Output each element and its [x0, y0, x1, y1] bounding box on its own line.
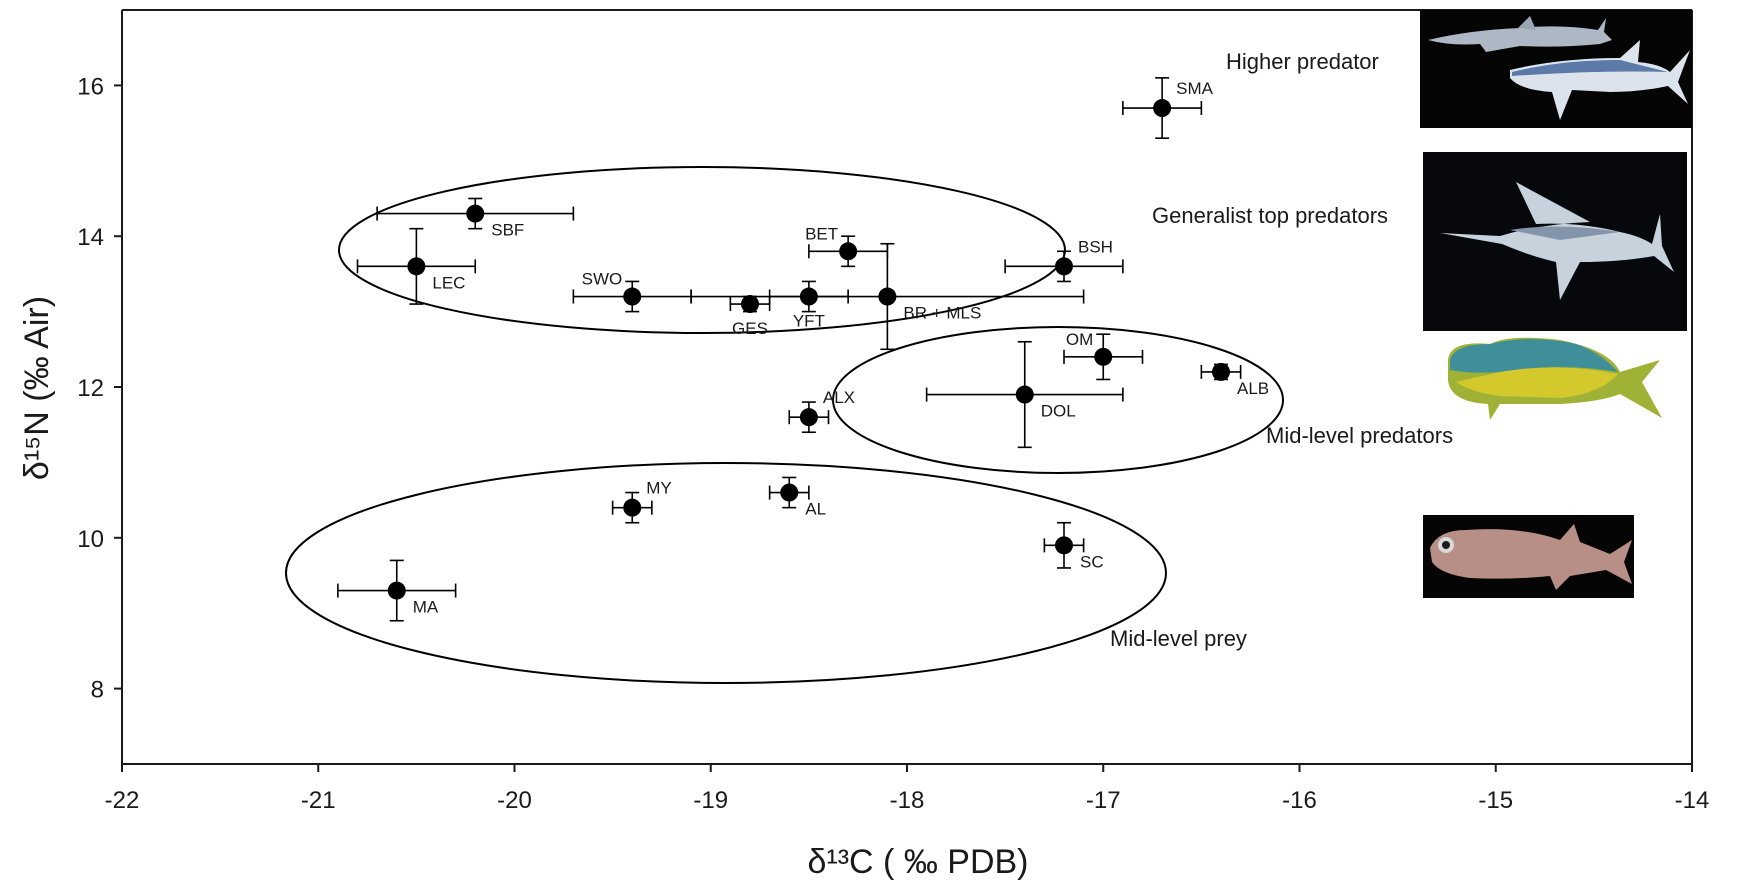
data-point-dol: DOL: [925, 340, 1124, 449]
data-point-alb: ALB: [1200, 362, 1269, 398]
ellipse-mid-level-predators: [832, 326, 1284, 474]
data-point-alx: ALX: [788, 388, 855, 434]
point-label: MY: [646, 479, 672, 498]
x-tick-label: -21: [301, 787, 336, 814]
y-tick-label: 8: [91, 677, 104, 704]
point-label: YFT: [793, 312, 825, 331]
marker: [1212, 362, 1230, 381]
point-label: SWO: [582, 270, 623, 289]
marker: [799, 408, 818, 427]
marker: [1094, 347, 1113, 366]
marker: [1055, 536, 1073, 555]
point-label: LEC: [432, 273, 465, 292]
data-point-ma: MA: [337, 559, 457, 622]
y-axis-title: δ¹⁵N (‰ Air): [18, 296, 56, 480]
marker: [1015, 385, 1034, 404]
data-point-lec: LEC: [356, 227, 477, 305]
point-label: ALX: [823, 388, 855, 407]
x-axis-title: δ¹³C ( ‰ PDB): [807, 843, 1028, 881]
x-ticks: -22 -21 -20 -19 -18 -17 -16 -15 -14: [105, 764, 1710, 814]
x-tick-label: -14: [1675, 787, 1710, 814]
data-point-br-mls: BR + MLS: [690, 242, 1085, 351]
x-tick-label: -15: [1478, 787, 1513, 814]
group-label-mid-level-prey: Mid-level prey: [1110, 626, 1247, 651]
data-point-sma: SMA: [1122, 77, 1214, 139]
data-point-my: MY: [611, 479, 672, 524]
y-tick-label: 16: [77, 73, 104, 100]
lanternfish-image: [1423, 515, 1634, 598]
marker: [623, 287, 642, 306]
marker: [1055, 257, 1073, 276]
point-label: BR + MLS: [903, 304, 981, 323]
point-label: MA: [413, 598, 439, 617]
point-label: GES: [732, 319, 768, 338]
marker: [1153, 99, 1172, 118]
x-tick-label: -18: [890, 787, 925, 814]
y-ticks: 8 10 12 14 16: [77, 73, 122, 704]
data-point-bet: BET: [805, 224, 889, 268]
group-label-higher-predator: Higher predator: [1226, 49, 1379, 74]
point-label: SMA: [1176, 79, 1214, 98]
data-point-al: AL: [768, 476, 826, 519]
marker: [466, 204, 485, 223]
point-label: DOL: [1041, 402, 1076, 421]
data-point-swo: SWO: [572, 270, 692, 313]
data-point-yft: YFT: [768, 280, 849, 331]
data-point-bsh: BSH: [1004, 237, 1124, 283]
data-points: SMA SBF LEC BET BSH SWO GES YFT BR + MLS OM ALB DOL…: [337, 77, 1269, 622]
point-label: OM: [1066, 330, 1093, 349]
x-tick-label: -16: [1282, 787, 1317, 814]
group-label-generalist-top-predators: Generalist top predators: [1152, 203, 1388, 228]
y-tick-label: 14: [77, 224, 104, 251]
x-tick-label: -19: [693, 787, 728, 814]
data-point-om: OM: [1063, 330, 1144, 381]
marker: [407, 257, 426, 276]
x-tick-label: -17: [1086, 787, 1121, 814]
point-label: ALB: [1237, 379, 1269, 398]
y-tick-label: 12: [77, 375, 104, 402]
marker: [780, 483, 799, 502]
marker: [623, 498, 642, 517]
point-label: AL: [805, 500, 826, 519]
shark-image: [1420, 10, 1692, 128]
point-label: SC: [1080, 552, 1104, 571]
x-tick-label: -20: [497, 787, 532, 814]
marker: [878, 287, 897, 306]
y-tick-label: 10: [77, 526, 104, 553]
point-label: BSH: [1078, 237, 1113, 256]
ellipse-generalist-top-predators: [338, 166, 1066, 334]
data-point-sc: SC: [1043, 521, 1104, 571]
swordfish-image: [1423, 152, 1687, 331]
dolphinfish-image: [1448, 337, 1662, 420]
point-label: BET: [805, 224, 838, 243]
marker: [839, 242, 858, 261]
x-tick-label: -22: [105, 787, 140, 814]
point-label: SBF: [491, 221, 524, 240]
ellipse-mid-level-prey: [285, 462, 1167, 684]
data-point-ges: GES: [729, 295, 771, 338]
marker: [387, 581, 406, 600]
group-label-mid-level-predators: Mid-level predators: [1266, 423, 1453, 448]
data-point-sbf: SBF: [376, 197, 575, 240]
marker: [741, 295, 759, 314]
